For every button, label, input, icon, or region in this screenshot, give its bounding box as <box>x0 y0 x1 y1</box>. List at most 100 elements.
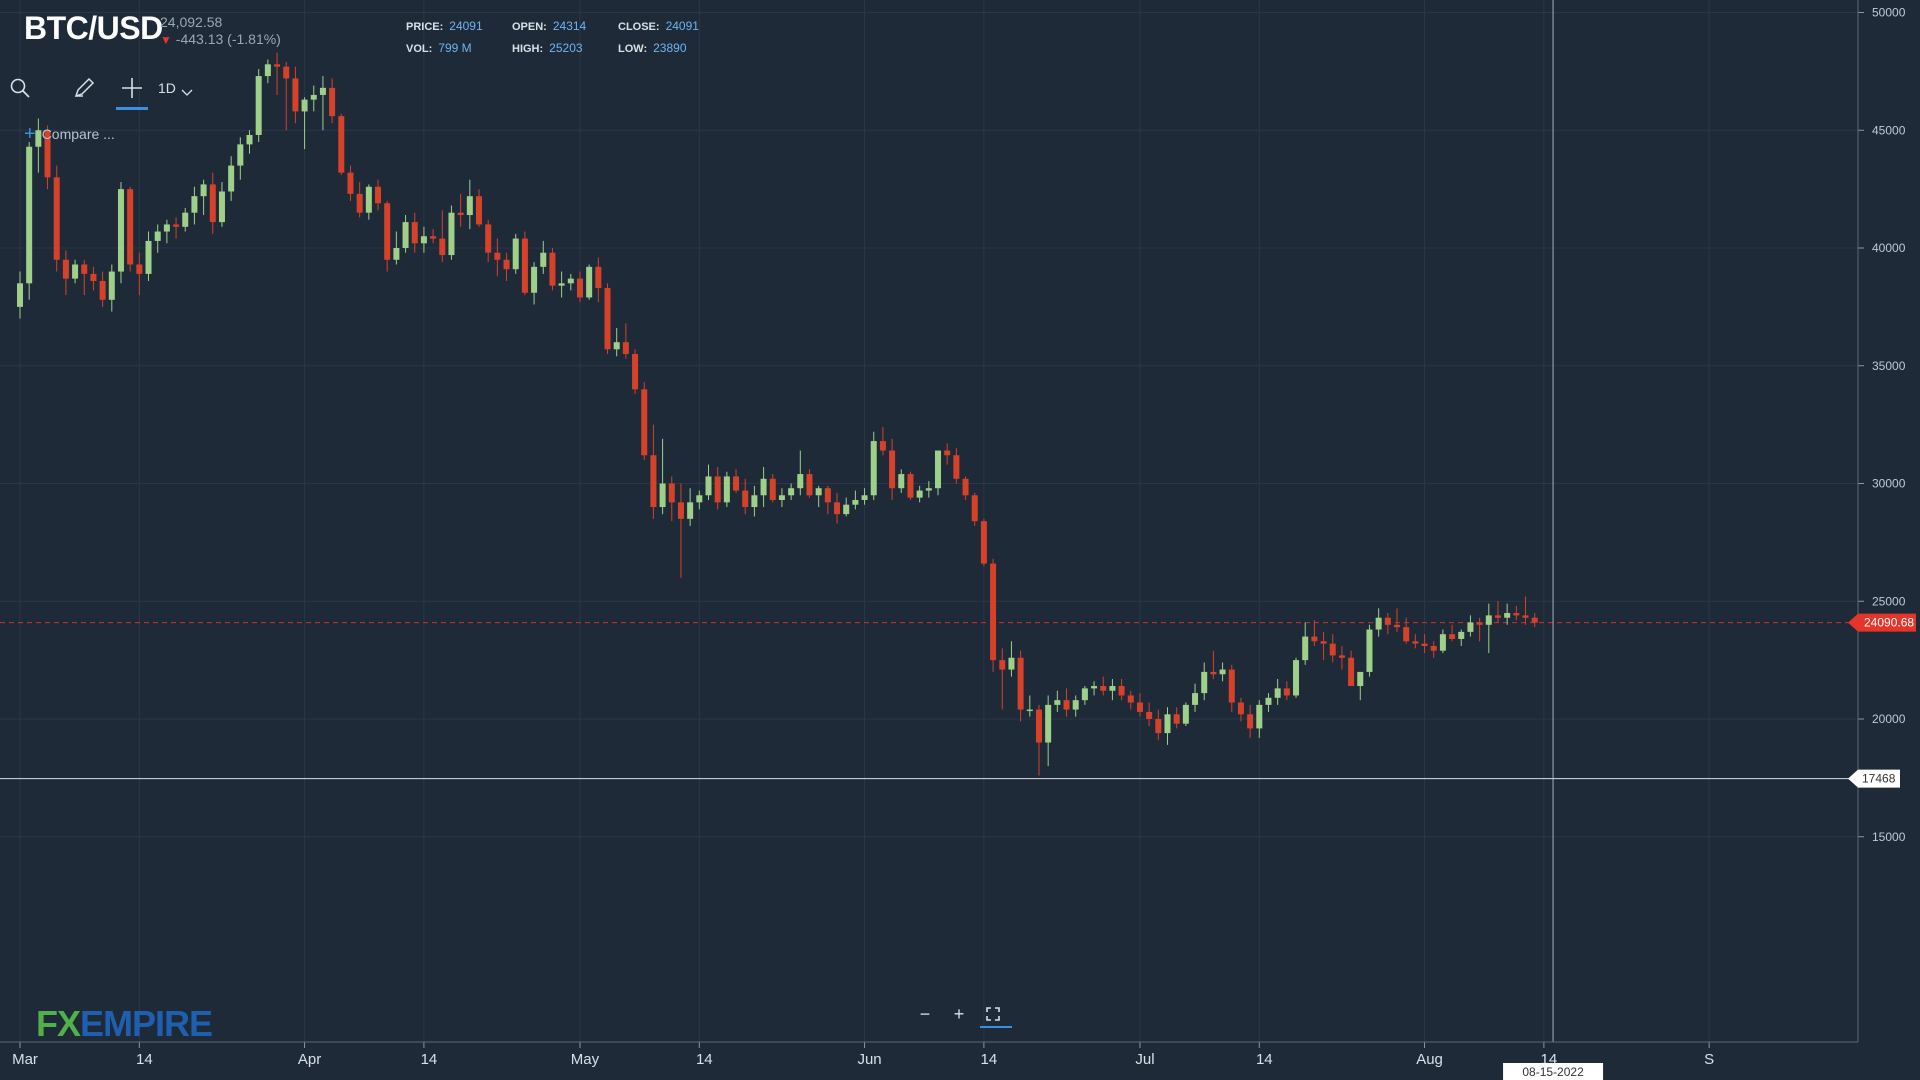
plus-icon: + <box>24 123 36 145</box>
candle-body <box>430 236 437 239</box>
candle-body <box>301 99 308 112</box>
candle-body <box>1430 645 1437 651</box>
x-tick-label: Apr <box>298 1051 321 1068</box>
candle-body <box>714 476 721 503</box>
zoom-controls: − + <box>912 1002 1012 1028</box>
candle-body <box>1485 615 1492 625</box>
candle-body <box>586 266 593 298</box>
candle-body <box>797 474 804 489</box>
candle-body <box>558 283 565 286</box>
candle-body <box>411 222 418 244</box>
candle-body <box>576 278 583 298</box>
current-price-tag: 24090.68 <box>1848 613 1916 632</box>
draw-button[interactable] <box>64 68 104 108</box>
candle-body <box>420 236 427 244</box>
candle-body <box>1293 660 1300 696</box>
candle-body <box>769 478 776 500</box>
close-label: CLOSE: <box>618 21 660 33</box>
x-tick-label: S <box>1704 1051 1714 1068</box>
down-arrow-icon: ▼ <box>160 33 172 47</box>
candle-body <box>1100 686 1107 691</box>
candle-body <box>861 495 868 500</box>
candle-series <box>17 52 1538 776</box>
crosshair-date-tag-label: 08-15-2022 <box>1522 1065 1584 1079</box>
zoom-in-button[interactable]: + <box>946 1002 972 1026</box>
candle-body <box>622 342 629 354</box>
candle-body <box>1302 636 1309 661</box>
candle-body <box>751 495 758 508</box>
y-tick-label: 50000 <box>1872 6 1906 20</box>
candle-body <box>659 483 666 508</box>
candle-body <box>1274 688 1281 698</box>
timeframe-value: 1D <box>158 80 176 96</box>
time-axis[interactable]: Mar 14 Apr 14 May 14 Jun 14 Jul 14 Aug 14 S <box>0 1041 1858 1068</box>
candle-body <box>512 238 519 270</box>
candle-body <box>255 76 262 135</box>
candle-body <box>788 488 795 496</box>
x-tick-label: 14 <box>696 1051 713 1068</box>
chevron-down-icon <box>181 89 193 96</box>
candle-body <box>687 502 694 519</box>
candle-body <box>1237 702 1244 715</box>
candle-body <box>990 563 997 661</box>
current-price-tag-bg <box>1848 613 1916 632</box>
candle-body <box>1522 615 1529 618</box>
candle-body <box>466 196 473 216</box>
price-summary: 24,092.58 ▼ -443.13 (-1.81%) <box>160 14 281 49</box>
x-tick-label: Aug <box>1416 1051 1443 1068</box>
candle-body <box>806 474 813 496</box>
candle-body <box>1513 613 1520 616</box>
candle-body <box>1219 669 1226 675</box>
candle-body <box>173 224 180 227</box>
candle-body <box>1504 613 1511 618</box>
ohlc-col-2: OPEN: 24314 HIGH: 25203 <box>512 16 586 60</box>
fullscreen-button[interactable] <box>980 1002 1012 1028</box>
minus-icon: − <box>919 1003 931 1024</box>
candle-body <box>632 353 639 390</box>
candle-body <box>1026 709 1033 712</box>
candle-body <box>274 64 281 67</box>
zoom-out-button[interactable]: − <box>912 1002 938 1026</box>
candle-body <box>246 134 253 145</box>
candle-body <box>283 66 290 79</box>
symbol-title: BTC/USD <box>24 10 163 46</box>
candle-body <box>668 483 675 503</box>
chart-grid <box>0 0 1858 1042</box>
candle-body <box>1494 615 1501 618</box>
compare-button[interactable]: + Compare ... <box>24 123 115 145</box>
candle-body <box>1366 629 1373 672</box>
price-label: PRICE: <box>406 21 444 33</box>
candle-body <box>1063 700 1070 710</box>
crosshair-button[interactable] <box>112 68 152 110</box>
candle-body <box>457 212 464 216</box>
candle-body <box>1017 657 1024 710</box>
candle-body <box>53 177 60 260</box>
candle-body <box>815 488 822 496</box>
candle-body <box>531 266 538 293</box>
open-value: 24314 <box>552 19 587 33</box>
candle-body <box>329 87 336 117</box>
search-button[interactable] <box>0 68 40 108</box>
candle-body <box>1265 697 1272 705</box>
candle-body <box>1384 617 1391 625</box>
timeframe-selector[interactable]: 1D <box>158 76 194 100</box>
last-price: 24,092.58 <box>160 14 223 30</box>
candle-body <box>237 144 244 166</box>
candle-body <box>916 490 923 498</box>
candle-body <box>1109 686 1116 691</box>
candle-body <box>567 278 574 284</box>
price-axis[interactable]: 15000 20000 25000 30000 35000 40000 45000 50000 <box>1857 0 1906 1042</box>
candle-body <box>90 273 97 281</box>
candle-body <box>723 476 730 503</box>
reference-lines <box>0 0 1858 1042</box>
candle-body <box>1449 634 1456 639</box>
candle-body <box>108 271 115 300</box>
x-tick-label: Mar <box>12 1051 38 1068</box>
candle-body <box>476 196 482 225</box>
candle-body <box>375 186 382 204</box>
candle-body <box>448 212 455 256</box>
candle-body <box>742 490 749 508</box>
candle-body <box>1091 686 1098 689</box>
change-value: -443.13 (-1.81%) <box>175 31 281 47</box>
